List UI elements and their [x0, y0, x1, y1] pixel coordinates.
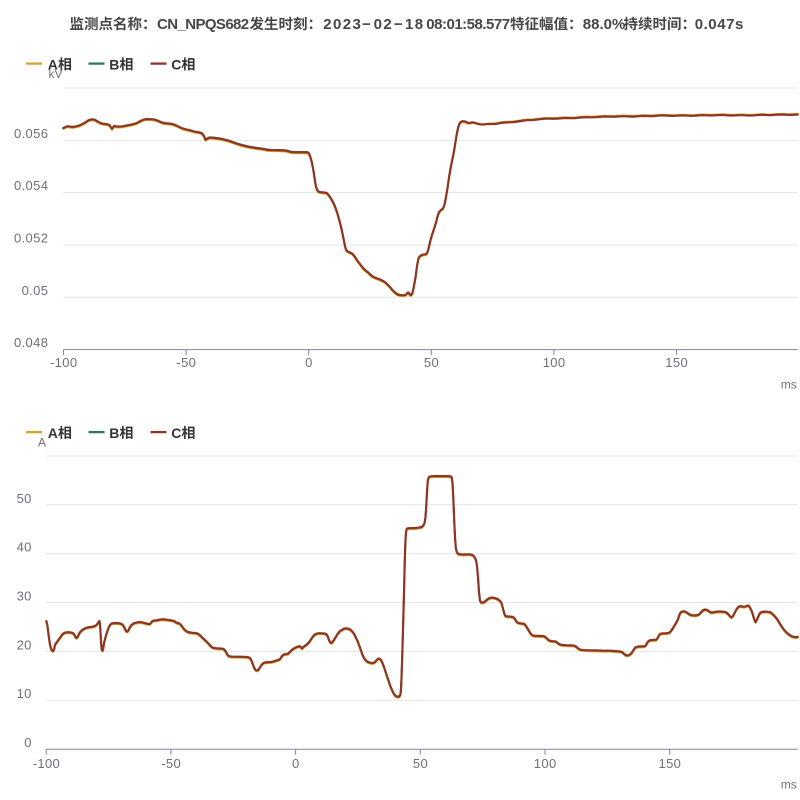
svg-text:0.048: 0.048	[14, 335, 48, 350]
svg-text:150: 150	[659, 756, 682, 771]
svg-text:50: 50	[17, 491, 32, 506]
svg-text:ms: ms	[781, 778, 797, 792]
svg-text:C: C	[171, 425, 181, 441]
svg-text:-100: -100	[33, 756, 60, 771]
svg-text:-100: -100	[50, 355, 77, 370]
svg-text:0.056: 0.056	[14, 126, 48, 141]
svg-text:18: 18	[405, 16, 425, 33]
svg-text:-50: -50	[176, 355, 196, 370]
svg-text:ms: ms	[781, 377, 797, 391]
svg-text:0: 0	[305, 355, 313, 370]
svg-text:40: 40	[17, 540, 32, 555]
svg-text:C: C	[171, 56, 181, 72]
svg-text:0.047s: 0.047s	[695, 16, 744, 33]
svg-text:CN_NPQS682: CN_NPQS682	[157, 16, 249, 33]
svg-text:10: 10	[17, 686, 32, 701]
svg-text:100: 100	[543, 355, 566, 370]
svg-text:50: 50	[413, 756, 428, 771]
svg-text:2023: 2023	[323, 16, 362, 33]
svg-text:20: 20	[17, 637, 32, 652]
svg-text:A: A	[38, 436, 46, 450]
svg-text:0.052: 0.052	[14, 231, 48, 246]
svg-text:kV: kV	[49, 67, 63, 81]
svg-text:50: 50	[424, 355, 439, 370]
svg-text:A: A	[48, 56, 58, 72]
svg-text:02: 02	[374, 16, 394, 33]
svg-text:B: B	[109, 56, 119, 72]
svg-text:100: 100	[534, 756, 557, 771]
svg-text:-50: -50	[161, 756, 181, 771]
svg-text:0: 0	[24, 735, 32, 750]
svg-text:0: 0	[292, 756, 300, 771]
svg-text:30: 30	[17, 589, 32, 604]
svg-text:−: −	[362, 16, 371, 33]
svg-text:88.0%: 88.0%	[583, 16, 626, 33]
svg-text:B: B	[109, 425, 119, 441]
svg-text:0.054: 0.054	[14, 178, 48, 193]
svg-text:08:01:58.577: 08:01:58.577	[426, 16, 509, 33]
svg-text:−: −	[394, 16, 403, 33]
svg-text:A: A	[48, 425, 58, 441]
svg-text:0.05: 0.05	[22, 283, 49, 298]
svg-text:150: 150	[665, 355, 688, 370]
